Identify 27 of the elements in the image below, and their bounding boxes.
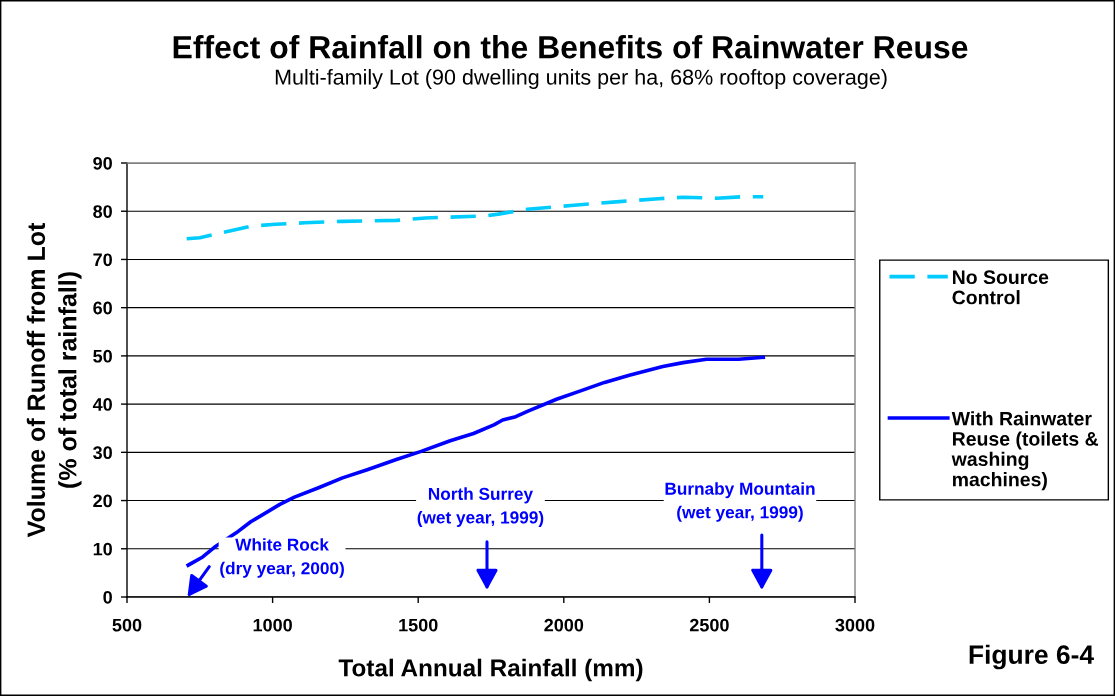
y-tick-label: 50 bbox=[93, 349, 112, 363]
y-tick-label: 30 bbox=[93, 446, 112, 460]
y-axis-title: Volume of Runoff from Lot (% of total rainfall) bbox=[26, 222, 82, 538]
y-tick-label: 20 bbox=[93, 494, 112, 508]
y-tick-label: 60 bbox=[93, 301, 112, 315]
annotation: White Rock (dry year, 2000) bbox=[220, 538, 344, 578]
x-tick-label: 2500 bbox=[689, 618, 729, 632]
x-tick-label: 1000 bbox=[253, 618, 292, 632]
y-tick-label: 0 bbox=[103, 590, 112, 604]
annotation: North Surrey (wet year, 1999) bbox=[417, 487, 544, 527]
legend-label: With Rainwater Reuse (toilets & washing machines) bbox=[951, 411, 1099, 491]
chart-subtitle: Multi-family Lot (90 dwelling units per ha, 68% rooftop coverage) bbox=[275, 68, 887, 90]
chart-title: Effect of Rainfall on the Benefits of Rainwater Reuse bbox=[173, 35, 968, 59]
caption: Figure 6-4 bbox=[969, 644, 1094, 670]
annotation: Burnaby Mountain (wet year, 1999) bbox=[665, 482, 815, 522]
x-tick-label: 3000 bbox=[835, 618, 875, 632]
x-tick-label: 500 bbox=[112, 618, 142, 632]
y-tick-label: 90 bbox=[93, 156, 112, 170]
y-tick-label: 70 bbox=[93, 253, 112, 267]
y-tick-label: 80 bbox=[93, 205, 112, 218]
x-tick-label: 2000 bbox=[544, 618, 584, 632]
y-tick-label: 40 bbox=[92, 398, 112, 411]
x-tick-label: 1500 bbox=[399, 618, 438, 632]
line-series bbox=[184, 194, 766, 241]
legend-label: No Source Control bbox=[952, 270, 1049, 305]
y-tick-label: 10 bbox=[93, 542, 112, 556]
x-axis-title: Total Annual Rainfall (mm) bbox=[338, 658, 643, 682]
